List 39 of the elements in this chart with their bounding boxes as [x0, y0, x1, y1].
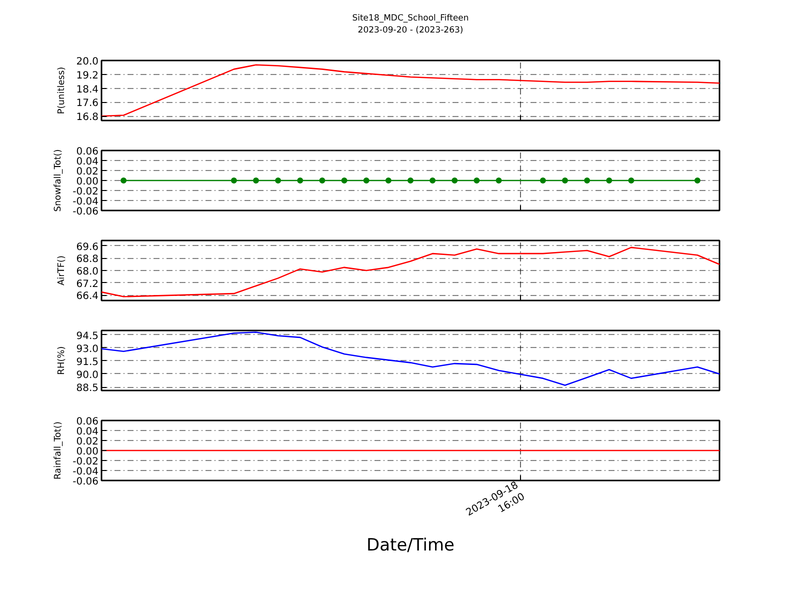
- y-tick-label: 0.00: [76, 176, 98, 188]
- y-tick-label: 66.4: [76, 291, 98, 302]
- y-tick-label: -0.06: [72, 476, 98, 488]
- y-tick-label: -0.06: [72, 206, 98, 218]
- y-tick-label: 0.04: [76, 156, 98, 168]
- y-tick-label: 17.6: [76, 98, 98, 110]
- y-tick-label: -0.04: [72, 466, 98, 478]
- y-tick-label: 68.0: [76, 266, 98, 278]
- y-tick-label: 18.4: [76, 84, 98, 96]
- y-tick-label: 0.06: [76, 146, 98, 158]
- line-series: [102, 64, 720, 117]
- y-tick-label: 90.0: [76, 370, 98, 381]
- x-axis-title: Date/Time: [366, 536, 454, 556]
- y-axis-title: RH(%): [57, 346, 68, 375]
- y-tick-label: 16.8: [76, 112, 98, 124]
- y-tick-label: 19.2: [76, 70, 98, 82]
- y-tick-label: 93.0: [76, 344, 98, 355]
- y-tick-label: 67.2: [76, 278, 98, 290]
- y-tick-label: 0.02: [76, 436, 98, 448]
- y-tick-label: 94.5: [76, 330, 98, 342]
- y-tick-label: 0.04: [76, 426, 98, 438]
- y-tick-label: 91.5: [76, 356, 98, 368]
- y-tick-label: 68.8: [76, 254, 98, 266]
- y-axis-title: AirTF(): [57, 255, 68, 286]
- y-tick-label: 0.02: [76, 166, 98, 178]
- chart-subtitle: 2023-09-20 - (2023-263): [358, 26, 464, 36]
- chart-title: Site18_MDC_School_Fifteen: [352, 14, 469, 24]
- y-tick-label: 0.06: [76, 416, 98, 428]
- line-series: [102, 332, 720, 386]
- y-tick-label: 20.0: [76, 56, 98, 68]
- y-tick-label: -0.04: [72, 196, 98, 208]
- y-tick-label: 88.5: [76, 383, 98, 394]
- y-tick-label: 69.6: [76, 242, 98, 253]
- y-axis-title: Rainfall_Tot(): [54, 421, 64, 480]
- y-tick-label: -0.02: [72, 186, 98, 198]
- y-axis-title: Snowfall_Tot(): [54, 149, 64, 212]
- y-tick-label: 0.00: [76, 446, 98, 458]
- y-tick-label: -0.02: [72, 456, 98, 468]
- y-axis-title: P(unitless): [57, 66, 68, 114]
